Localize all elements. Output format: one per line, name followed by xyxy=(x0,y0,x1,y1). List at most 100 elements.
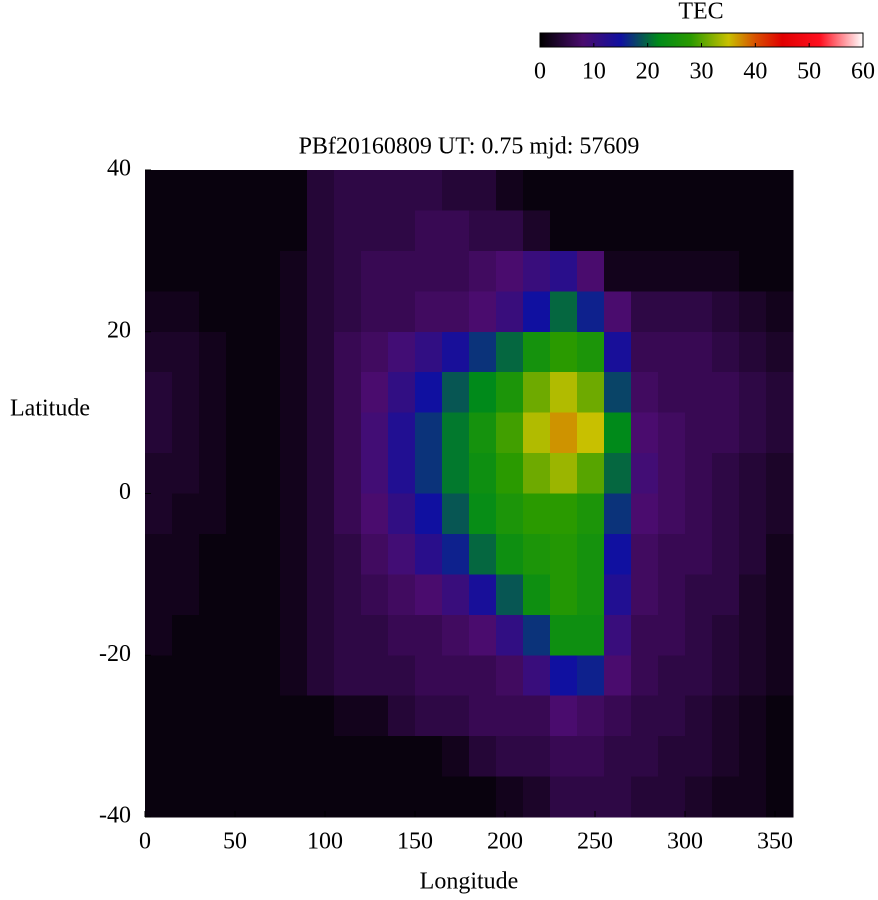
heatmap-cell xyxy=(604,372,632,414)
heatmap-cell xyxy=(361,614,389,656)
heatmap-cell xyxy=(739,210,767,252)
colorbar-tick-label: 30 xyxy=(690,59,714,85)
heatmap-cell xyxy=(496,372,524,414)
heatmap-cell xyxy=(604,210,632,252)
heatmap-cell xyxy=(550,453,578,494)
heatmap-cell xyxy=(685,695,713,737)
heatmap-cell xyxy=(685,372,713,414)
heatmap-cell xyxy=(685,574,713,616)
heatmap-cell xyxy=(145,776,173,818)
heatmap-cell xyxy=(172,736,200,778)
heatmap-cell xyxy=(226,655,254,697)
heatmap-cell xyxy=(334,210,362,252)
heatmap-cell xyxy=(334,574,362,616)
heatmap-cell xyxy=(145,453,173,494)
heatmap-cell xyxy=(685,412,713,454)
heatmap-cell xyxy=(712,776,740,818)
heatmap-cell xyxy=(712,331,740,373)
heatmap-cell xyxy=(496,250,524,292)
heatmap-cell xyxy=(145,170,173,211)
heatmap-cell xyxy=(226,291,254,333)
heatmap-cell xyxy=(307,614,335,656)
heatmap-cell xyxy=(685,776,713,818)
heatmap-cell xyxy=(361,412,389,454)
heatmap-cell xyxy=(334,250,362,292)
heatmap-cell xyxy=(172,170,200,211)
heatmap-cell xyxy=(631,736,659,778)
heatmap-cell xyxy=(469,776,497,818)
heatmap-cell xyxy=(388,614,416,656)
heatmap-cell xyxy=(415,574,443,616)
heatmap-cell xyxy=(280,655,308,697)
heatmap-cell xyxy=(145,210,173,252)
heatmap-cell xyxy=(280,331,308,373)
heatmap-cell xyxy=(442,493,470,535)
heatmap-cell xyxy=(145,493,173,535)
heatmap-cell xyxy=(604,453,632,494)
heatmap-cell xyxy=(280,210,308,252)
heatmap-cell xyxy=(307,736,335,778)
heatmap-cell xyxy=(766,533,794,575)
heatmap-cell xyxy=(253,736,281,778)
heatmap-cell xyxy=(739,695,767,737)
heatmap-cell xyxy=(631,776,659,818)
heatmap-cell xyxy=(415,736,443,778)
heatmap-cell xyxy=(469,331,497,373)
heatmap-cell xyxy=(442,170,470,211)
heatmap-cell xyxy=(604,614,632,656)
heatmap-cell xyxy=(604,574,632,616)
heatmap-cell xyxy=(604,736,632,778)
heatmap-cell xyxy=(253,210,281,252)
heatmap-cell xyxy=(712,291,740,333)
x-axis-label: Longitude xyxy=(420,869,519,895)
heatmap-cell xyxy=(280,372,308,414)
heatmap-cell xyxy=(172,614,200,656)
heatmap-cell xyxy=(550,493,578,535)
heatmap-cell xyxy=(442,736,470,778)
heatmap-cell xyxy=(361,372,389,414)
heatmap-cell xyxy=(766,331,794,373)
heatmap-cell xyxy=(361,453,389,494)
heatmap-cell xyxy=(739,170,767,211)
heatmap-cell xyxy=(388,291,416,333)
heatmap-cell xyxy=(739,574,767,616)
heatmap-cell xyxy=(631,695,659,737)
heatmap-cell xyxy=(415,614,443,656)
heatmap-cell xyxy=(766,291,794,333)
heatmap-cell xyxy=(442,776,470,818)
heatmap-cell xyxy=(145,574,173,616)
heatmap-cell xyxy=(415,210,443,252)
heatmap-cell xyxy=(577,412,605,454)
heatmap-cell xyxy=(226,412,254,454)
heatmap-cell xyxy=(766,453,794,494)
heatmap-cell xyxy=(334,533,362,575)
heatmap-cell xyxy=(712,574,740,616)
heatmap-cell xyxy=(523,331,551,373)
heatmap-cell xyxy=(172,695,200,737)
heatmap-cell xyxy=(388,533,416,575)
heatmap-cell xyxy=(469,493,497,535)
heatmap-cell xyxy=(145,250,173,292)
heatmap-cell xyxy=(307,291,335,333)
heatmap-cell xyxy=(577,331,605,373)
heatmap-cell xyxy=(226,331,254,373)
heatmap-cell xyxy=(469,291,497,333)
heatmap-cell xyxy=(658,776,686,818)
heatmap-cell xyxy=(145,372,173,414)
heatmap-cell xyxy=(523,695,551,737)
heatmap-cell xyxy=(685,331,713,373)
heatmap-cell xyxy=(577,695,605,737)
heatmap-cell xyxy=(604,776,632,818)
heatmap-cell xyxy=(361,291,389,333)
heatmap-cell xyxy=(604,533,632,575)
heatmap-cell xyxy=(631,493,659,535)
x-tick-label: 150 xyxy=(397,829,433,855)
heatmap-cell xyxy=(658,574,686,616)
heatmap-cell xyxy=(442,210,470,252)
heatmap-cell xyxy=(469,614,497,656)
heatmap-cell xyxy=(415,776,443,818)
heatmap-cell xyxy=(496,574,524,616)
heatmap-cell xyxy=(496,736,524,778)
heatmap-cell xyxy=(469,533,497,575)
